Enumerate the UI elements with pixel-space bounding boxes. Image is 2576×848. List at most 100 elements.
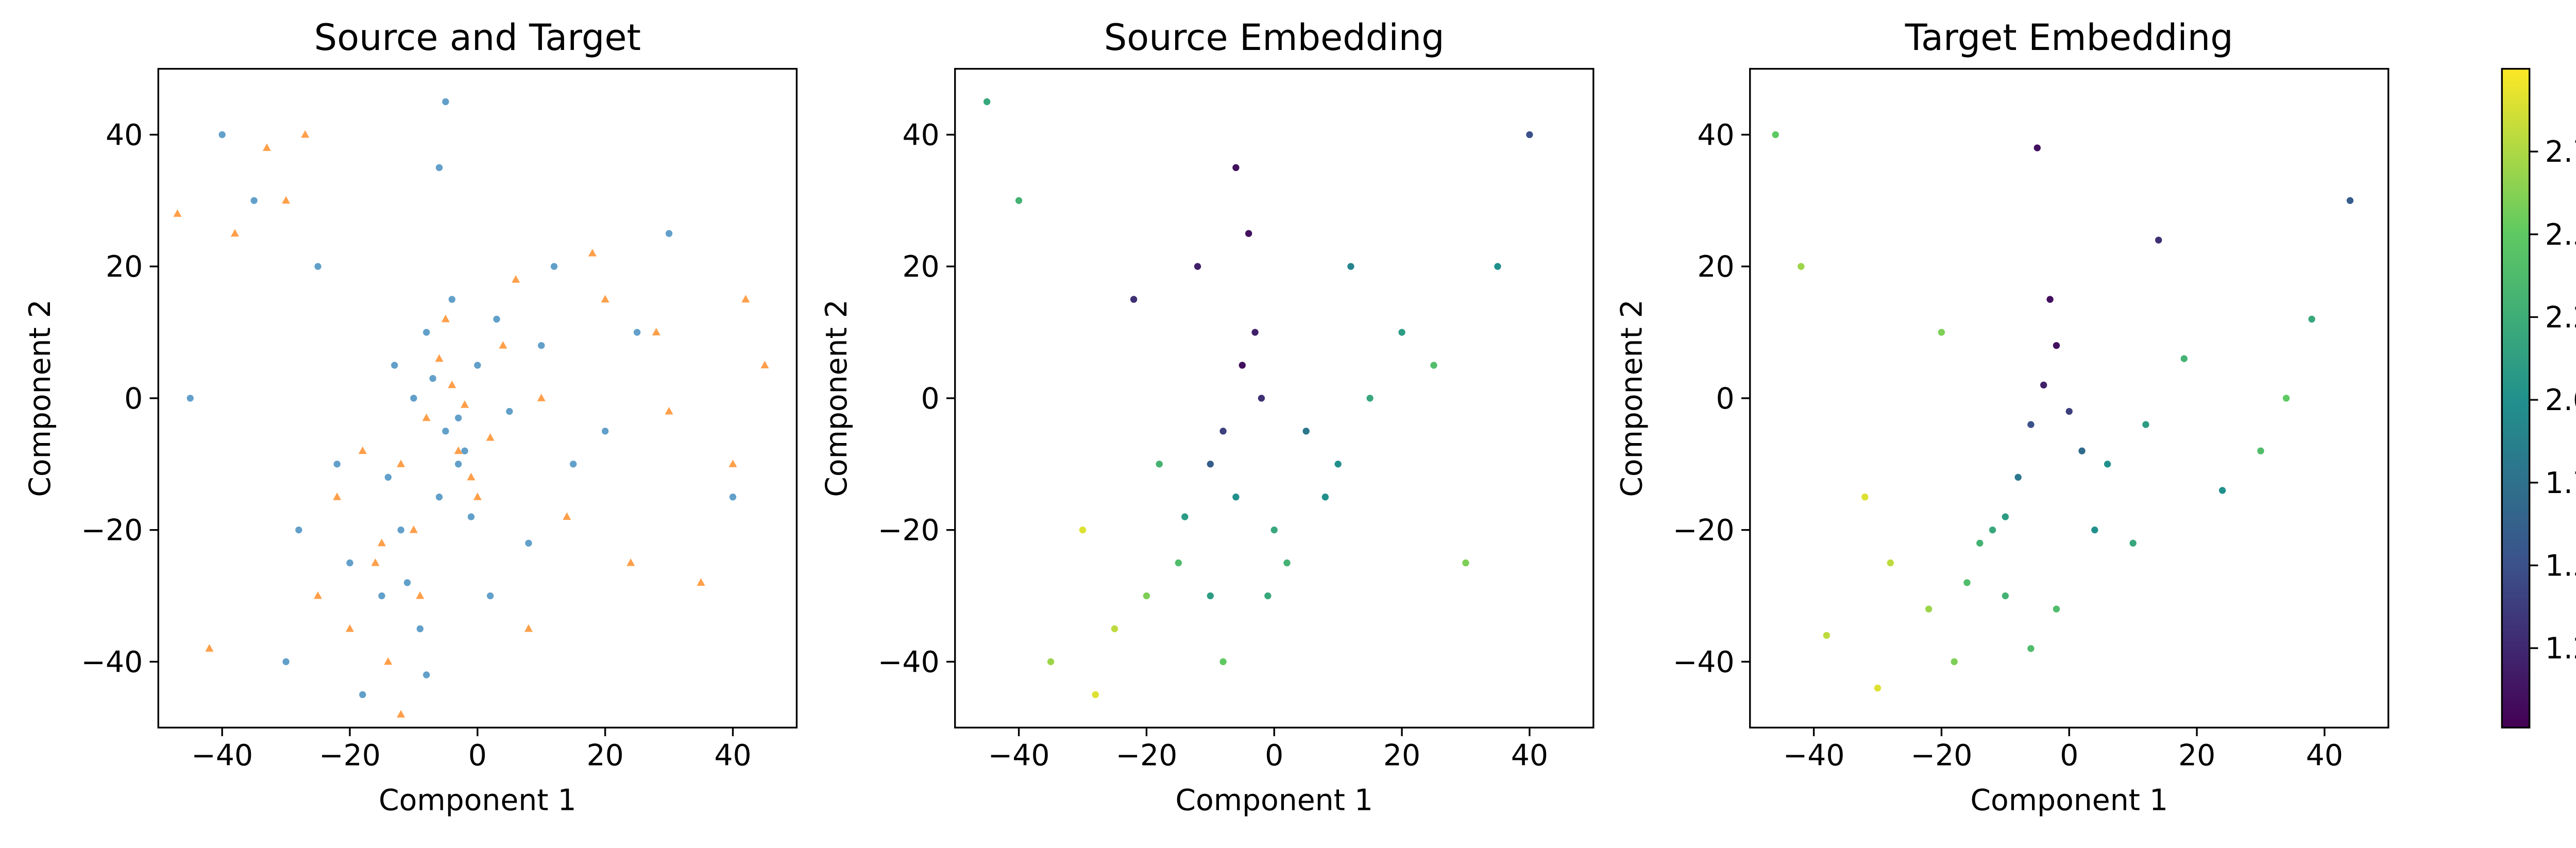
point xyxy=(397,526,404,534)
point xyxy=(665,230,673,237)
x-tick-label: 40 xyxy=(714,739,751,773)
x-tick-label: 0 xyxy=(468,739,487,773)
point xyxy=(2104,461,2111,468)
point xyxy=(2129,539,2137,547)
colorbar xyxy=(2501,67,2531,728)
x-tick-label: 20 xyxy=(1383,739,1420,773)
point xyxy=(1874,684,1882,692)
x-tick-label: 0 xyxy=(2060,739,2078,773)
point xyxy=(1251,329,1259,336)
point xyxy=(461,400,469,408)
point xyxy=(1079,526,1087,534)
x-axis-label: Component 1 xyxy=(379,784,577,818)
point xyxy=(218,131,226,139)
point xyxy=(760,361,769,368)
point xyxy=(1245,230,1252,237)
point xyxy=(486,433,495,441)
point xyxy=(1015,197,1023,204)
point xyxy=(448,380,456,388)
y-tick-label: 20 xyxy=(902,250,939,284)
point xyxy=(2027,421,2035,428)
point xyxy=(983,98,991,106)
point xyxy=(550,263,558,270)
point xyxy=(1989,526,1996,534)
point xyxy=(467,513,475,520)
point xyxy=(601,295,609,303)
point xyxy=(397,710,405,718)
point xyxy=(333,461,341,468)
point xyxy=(1092,691,1099,699)
point xyxy=(1334,461,1342,468)
point xyxy=(1861,494,1869,501)
y-tick-label: 0 xyxy=(1716,382,1735,416)
point xyxy=(2027,645,2035,652)
point xyxy=(2091,526,2098,534)
point xyxy=(1430,362,1437,369)
point xyxy=(741,295,750,303)
point xyxy=(1156,461,1163,468)
x-tick-label: −40 xyxy=(1783,739,1845,773)
point xyxy=(1494,263,1501,270)
point xyxy=(1976,539,1984,547)
point xyxy=(359,691,366,699)
point xyxy=(2033,144,2041,151)
point xyxy=(409,525,418,533)
point xyxy=(1823,632,1831,639)
point xyxy=(537,394,546,401)
point xyxy=(652,328,660,336)
point xyxy=(454,446,463,454)
point xyxy=(1264,592,1272,600)
point xyxy=(1219,428,1227,435)
point xyxy=(2040,381,2047,389)
x-axis-label: Component 1 xyxy=(1970,784,2168,818)
x-tick-label: −20 xyxy=(319,739,381,773)
point xyxy=(1232,494,1240,501)
point xyxy=(2014,473,2022,481)
axes-frame xyxy=(157,67,798,728)
point xyxy=(205,644,214,652)
point xyxy=(2308,315,2315,323)
point xyxy=(230,229,239,237)
point xyxy=(429,375,436,382)
x-axis-label: Component 1 xyxy=(1175,784,1373,818)
point xyxy=(2180,355,2188,362)
point xyxy=(1207,461,1214,468)
point xyxy=(454,414,462,421)
point xyxy=(1925,605,1933,613)
point xyxy=(2053,605,2060,613)
point xyxy=(1798,263,1805,270)
y-tick-label: 40 xyxy=(902,118,939,152)
y-tick-label: 0 xyxy=(124,382,143,416)
point xyxy=(1181,513,1189,520)
point xyxy=(499,341,507,349)
point xyxy=(346,559,353,567)
plot-area xyxy=(983,98,1533,699)
y-tick-label: 20 xyxy=(1697,250,1734,284)
point xyxy=(295,526,302,534)
point xyxy=(173,209,182,217)
point xyxy=(1207,592,1214,600)
chart-title: Target Embedding xyxy=(1905,16,2233,59)
point xyxy=(512,275,520,283)
x-tick-label: 0 xyxy=(1265,739,1283,773)
point xyxy=(506,408,513,415)
point xyxy=(538,342,545,349)
point xyxy=(262,143,271,151)
x-tick-label: 20 xyxy=(2178,739,2215,773)
point xyxy=(301,130,310,138)
point xyxy=(250,197,258,204)
x-tick-label: −20 xyxy=(1115,739,1177,773)
point xyxy=(416,591,425,599)
point xyxy=(1283,559,1291,567)
point xyxy=(333,493,342,500)
point xyxy=(1175,559,1182,567)
plot-area xyxy=(1772,131,2354,692)
point xyxy=(601,428,609,435)
point xyxy=(416,625,423,633)
y-tick-label: −40 xyxy=(1673,645,1735,679)
point xyxy=(467,472,476,481)
x-tick-label: 40 xyxy=(2306,739,2343,773)
y-tick-label: 40 xyxy=(1697,118,1734,152)
colorbar-tick-label: 2.75 xyxy=(2545,135,2576,169)
